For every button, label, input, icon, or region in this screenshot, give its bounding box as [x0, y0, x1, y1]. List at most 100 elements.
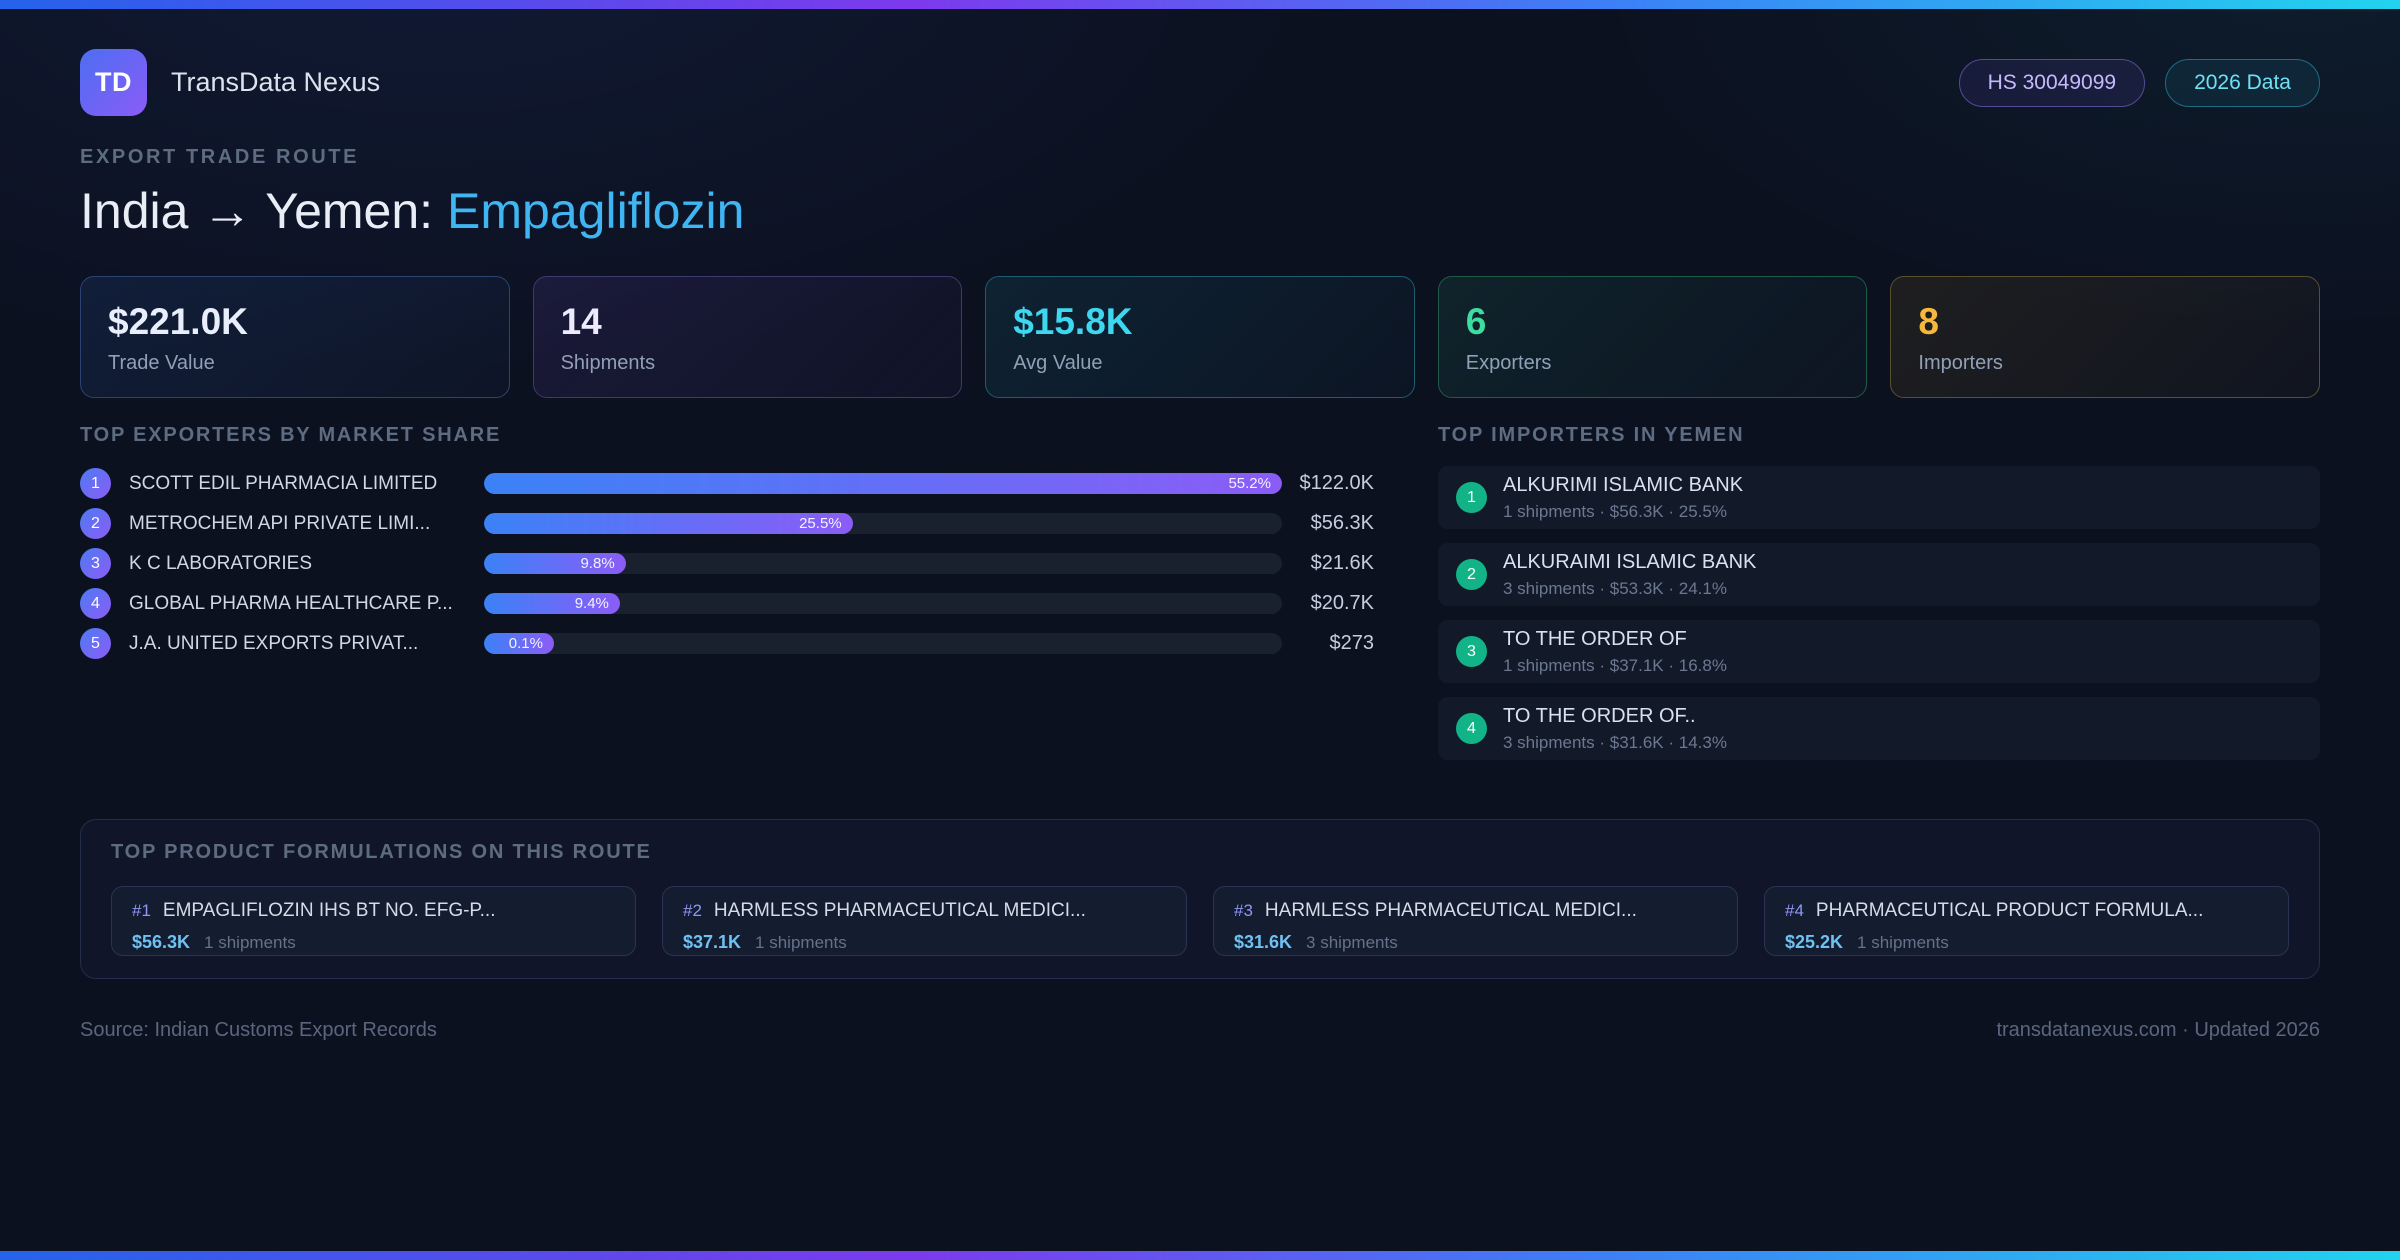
market-share-bar-fill: 0.1%	[484, 633, 554, 654]
stat-cards: $221.0K Trade Value 14 Shipments $15.8K …	[80, 276, 2320, 398]
share-percent-label: 9.4%	[574, 595, 609, 612]
app-logo-text: TD	[95, 67, 132, 97]
exporter-row: 5 J.A. UNITED EXPORTS PRIVAT... 0.1% $27…	[80, 628, 1374, 659]
top-accent-bar	[0, 0, 2400, 9]
formulation-card: #2 HARMLESS PHARMACEUTICAL MEDICI... $37…	[662, 886, 1187, 956]
exporter-row: 2 METROCHEM API PRIVATE LIMI... 25.5% $5…	[80, 508, 1374, 539]
formulation-card: #4 PHARMACEUTICAL PRODUCT FORMULA... $25…	[1764, 886, 2289, 956]
stat-card-importers: 8 Importers	[1890, 276, 2320, 398]
importer-name: TO THE ORDER OF	[1503, 627, 1687, 650]
formulation-rank: #4	[1785, 901, 1804, 920]
formulation-foot: $25.2K 1 shipments	[1785, 932, 2268, 953]
rank-badge: 2	[80, 508, 111, 539]
app-title: TransData Nexus	[171, 67, 381, 97]
exporter-row: 3 K C LABORATORIES 9.8% $21.6K	[80, 548, 1374, 579]
formulation-card: #3 HARMLESS PHARMACEUTICAL MEDICI... $31…	[1213, 886, 1738, 956]
exporter-value: $21.6K	[1310, 552, 1374, 574]
market-share-bar-track: 55.2%	[484, 473, 1282, 494]
year-badge[interactable]: 2026 Data	[2165, 58, 2320, 107]
formulation-value: $37.1K	[683, 932, 742, 952]
formulation-shipments: 1 shipments	[1857, 933, 1949, 952]
formulation-head: #2 HARMLESS PHARMACEUTICAL MEDICI...	[683, 900, 1166, 922]
formulation-head: #1 EMPAGLIFLOZIN IHS BT NO. EFG-P...	[132, 900, 615, 922]
formulation-rank: #3	[1234, 901, 1253, 920]
formulation-shipments: 3 shipments	[1306, 933, 1398, 952]
app-logo: TD	[80, 49, 147, 116]
exporter-value: $122.0K	[1299, 472, 1374, 494]
importers-section-title: TOP IMPORTERS IN YEMEN	[1438, 424, 1745, 446]
importer-row: 2 ALKURAIMI ISLAMIC BANK 3 shipments · $…	[1438, 543, 2320, 606]
importer-row: 3 TO THE ORDER OF 1 shipments · $37.1K ·…	[1438, 620, 2320, 683]
market-share-bar-fill: 55.2%	[484, 473, 1282, 494]
formulation-name: HARMLESS PHARMACEUTICAL MEDICI...	[713, 900, 1086, 921]
share-percent-label: 55.2%	[1228, 475, 1271, 492]
importer-name: ALKURAIMI ISLAMIC BANK	[1503, 550, 1757, 573]
importer-name: ALKURIMI ISLAMIC BANK	[1503, 473, 1744, 496]
importer-meta: 3 shipments · $31.6K · 14.3%	[1503, 732, 1727, 752]
stat-value: 8	[1918, 301, 1939, 342]
formulation-value: $31.6K	[1234, 932, 1293, 952]
formulation-rank: #2	[683, 901, 702, 920]
stat-label: Trade Value	[108, 352, 215, 374]
stat-card-shipments: 14 Shipments	[532, 276, 963, 398]
header: TD TransData Nexus HS 30049099 2026 Data	[80, 49, 2320, 116]
stat-value: $221.0K	[108, 301, 248, 342]
share-percent-label: 9.8%	[580, 555, 615, 572]
formulation-foot: $31.6K 3 shipments	[1234, 932, 1717, 953]
stat-label: Importers	[1918, 352, 2003, 374]
stat-value: 6	[1465, 301, 1487, 342]
formulations-panel: TOP PRODUCT FORMULATIONS ON THIS ROUTE #…	[80, 819, 2320, 979]
importer-meta: 3 shipments · $53.3K · 24.1%	[1503, 578, 1727, 598]
market-share-bar-fill: 25.5%	[484, 513, 853, 534]
exporter-value: $273	[1329, 632, 1375, 654]
page: TD TransData Nexus HS 30049099 2026 Data…	[80, 49, 2320, 1041]
page-title: India → Yemen: Empagliflozin	[80, 182, 2320, 240]
importer-row: 4 TO THE ORDER OF.. 3 shipments · $31.6K…	[1438, 697, 2320, 760]
exporter-value: $56.3K	[1310, 512, 1374, 534]
bottom-accent-bar	[0, 1251, 2400, 1260]
exporter-row: 1 SCOTT EDIL PHARMACIA LIMITED 55.2% $12…	[80, 468, 1374, 499]
importers-section: TOP IMPORTERS IN YEMEN 1 ALKURIMI ISLAMI…	[1438, 424, 2320, 774]
exporter-row: 4 GLOBAL PHARMA HEALTHCARE P... 9.4% $20…	[80, 588, 1374, 619]
importers-list: 1 ALKURIMI ISLAMIC BANK 1 shipments · $5…	[1438, 466, 2320, 760]
formulation-foot: $56.3K 1 shipments	[132, 932, 615, 953]
importer-row: 1 ALKURIMI ISLAMIC BANK 1 shipments · $5…	[1438, 466, 2320, 529]
rank-badge: 2	[1456, 559, 1487, 590]
exporters-list: 1 SCOTT EDIL PHARMACIA LIMITED 55.2% $12…	[80, 468, 1374, 659]
rank-badge: 4	[80, 588, 111, 619]
formulation-head: #3 HARMLESS PHARMACEUTICAL MEDICI...	[1234, 900, 1717, 922]
market-share-bar-track: 9.4%	[484, 593, 1282, 614]
hs-code-badge[interactable]: HS 30049099	[1958, 58, 2146, 107]
formulation-value: $25.2K	[1785, 932, 1844, 952]
rank-badge: 1	[1456, 482, 1487, 513]
formulation-shipments: 1 shipments	[204, 933, 296, 952]
market-share-bar-track: 25.5%	[484, 513, 1282, 534]
formulation-rank: #1	[132, 901, 151, 920]
main-columns: TOP EXPORTERS BY MARKET SHARE 1 SCOTT ED…	[80, 424, 2320, 774]
share-percent-label: 0.1%	[508, 635, 543, 652]
market-share-bar-fill: 9.8%	[484, 553, 626, 574]
exporter-name: SCOTT EDIL PHARMACIA LIMITED	[129, 472, 438, 494]
market-share-bar-track: 9.8%	[484, 553, 1282, 574]
rank-badge: 3	[1456, 636, 1487, 667]
route-title: India → Yemen:	[80, 183, 434, 239]
rank-badge: 1	[80, 468, 111, 499]
rank-badge: 4	[1456, 713, 1487, 744]
site-credit: transdatanexus.com · Updated 2026	[1996, 1019, 2320, 1041]
market-share-bar-track: 0.1%	[484, 633, 1282, 654]
rank-badge: 5	[80, 628, 111, 659]
importer-meta: 1 shipments · $37.1K · 16.8%	[1503, 655, 1727, 675]
exporter-name: K C LABORATORIES	[129, 552, 313, 574]
exporter-name: J.A. UNITED EXPORTS PRIVAT...	[129, 632, 419, 654]
exporters-section: TOP EXPORTERS BY MARKET SHARE 1 SCOTT ED…	[80, 424, 1374, 668]
rank-badge: 3	[80, 548, 111, 579]
exporter-name: METROCHEM API PRIVATE LIMI...	[129, 512, 431, 534]
source-note: Source: Indian Customs Export Records	[80, 1019, 437, 1041]
stat-card-trade-value: $221.0K Trade Value	[80, 276, 510, 398]
exporters-section-title: TOP EXPORTERS BY MARKET SHARE	[80, 424, 502, 446]
formulation-shipments: 1 shipments	[755, 933, 847, 952]
stat-value: $15.8K	[1013, 301, 1133, 342]
market-share-bar-fill: 9.4%	[484, 593, 620, 614]
exporter-value: $20.7K	[1310, 592, 1374, 614]
stat-label: Exporters	[1465, 352, 1552, 374]
